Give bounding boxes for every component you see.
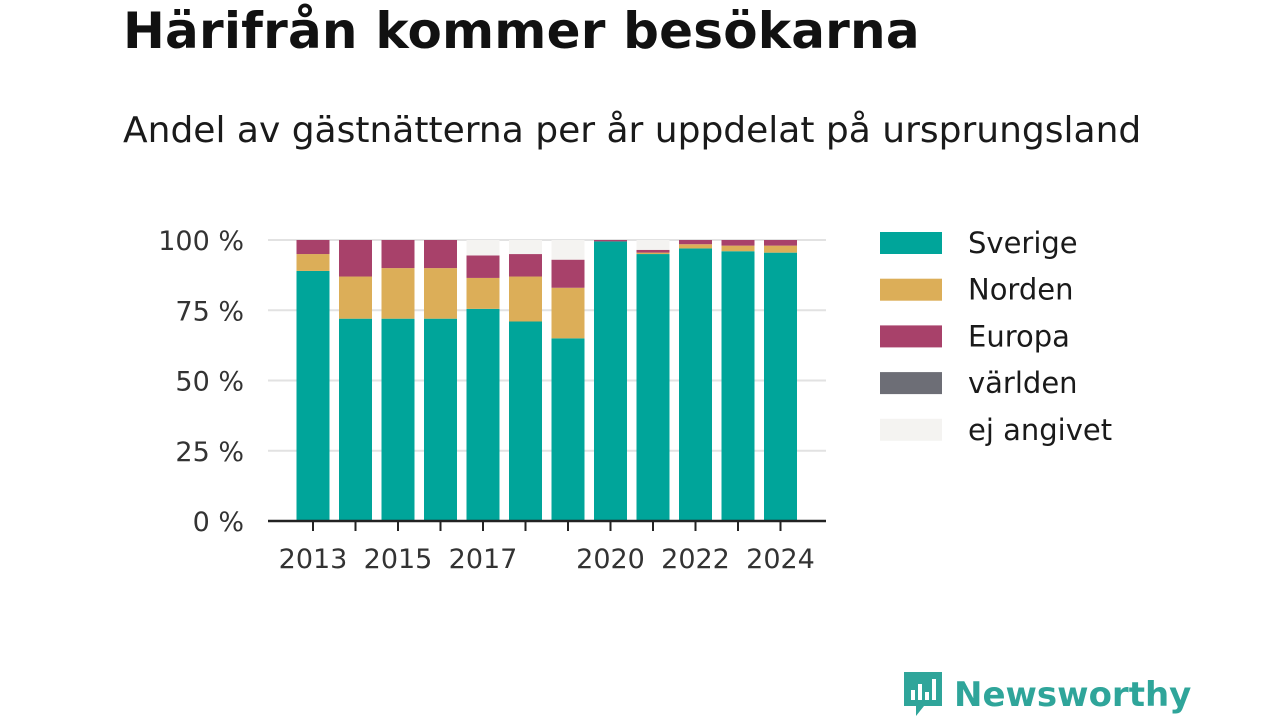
bar-segment (339, 318, 372, 521)
bar-segment (764, 240, 797, 246)
bar-segment (339, 276, 372, 319)
y-tick-label: 100 % (158, 226, 244, 257)
legend-label: Europa (968, 319, 1070, 353)
bar-segment (381, 240, 415, 269)
bar-segment (551, 259, 585, 288)
brand-name: Newsworthy (954, 675, 1192, 715)
bar-segment (636, 254, 670, 522)
legend-label: Norden (968, 273, 1073, 307)
legend-label: ej angivet (968, 413, 1112, 447)
bar-segment (551, 240, 585, 260)
bar-segment (466, 308, 500, 521)
legend-swatch (880, 232, 942, 254)
bar-segment (636, 249, 670, 253)
bar-segment (509, 321, 542, 521)
newsworthy-logo-icon (904, 672, 942, 716)
bar-segment (339, 240, 372, 277)
bar-segment (636, 252, 670, 255)
bar-segment (679, 248, 712, 521)
bar-segment (509, 240, 542, 255)
bar-segment (594, 240, 627, 242)
legend-label: Sverige (968, 226, 1078, 260)
newsworthy-brand: Newsworthy (902, 670, 1191, 720)
x-tick-label: 2020 (576, 544, 645, 575)
bar-segment (551, 338, 585, 521)
legend-swatch (880, 278, 942, 301)
bar-segment (466, 277, 500, 309)
bar-segment (721, 245, 755, 252)
axes: 0 % 25 % 50 % 75 % 100 % 2013 2015 2017 2020 2022… (158, 226, 826, 575)
chart-title: Härifrån kommer besökarna (123, 2, 920, 60)
legend-swatch (880, 372, 942, 395)
x-tick-label: 2013 (279, 544, 348, 575)
bar-segment (466, 240, 500, 256)
bar-segment (424, 268, 457, 319)
bar-segment (509, 254, 542, 277)
bar-segment (721, 251, 755, 522)
y-tick-label: 50 % (175, 367, 244, 398)
x-tick-label: 2015 (364, 544, 433, 575)
bar-segment (381, 318, 415, 521)
bar-segment (509, 276, 542, 322)
bar-segment (679, 244, 712, 249)
x-tick-label: 2024 (746, 544, 815, 575)
bar-segment (721, 240, 755, 246)
bar-segment (679, 240, 712, 245)
legend-swatch (880, 418, 942, 441)
bar-segment (636, 240, 670, 250)
bars (296, 240, 797, 522)
bar-segment (551, 287, 585, 339)
y-tick-label: 25 % (175, 437, 244, 468)
legend-swatch (880, 325, 942, 348)
x-tick-label: 2017 (449, 544, 518, 575)
legend: Sverige Norden Europa världen ej angivet (880, 226, 1112, 447)
y-tick-label: 75 % (175, 296, 244, 327)
bar-segment (424, 240, 457, 269)
legend-label: världen (968, 366, 1078, 400)
bar-segment (296, 240, 330, 255)
y-tick-label: 0 % (193, 507, 244, 538)
bar-segment (466, 255, 500, 278)
chart-subtitle: Andel av gästnätterna per år uppdelat på… (123, 110, 1142, 151)
bar-segment (381, 268, 415, 319)
bar-segment (424, 318, 457, 521)
bar-segment (594, 241, 627, 521)
x-tick-label: 2022 (661, 544, 730, 575)
bar-segment (296, 254, 330, 271)
bar-segment (764, 245, 797, 253)
bar-segment (296, 270, 330, 521)
bar-segment (764, 252, 797, 521)
